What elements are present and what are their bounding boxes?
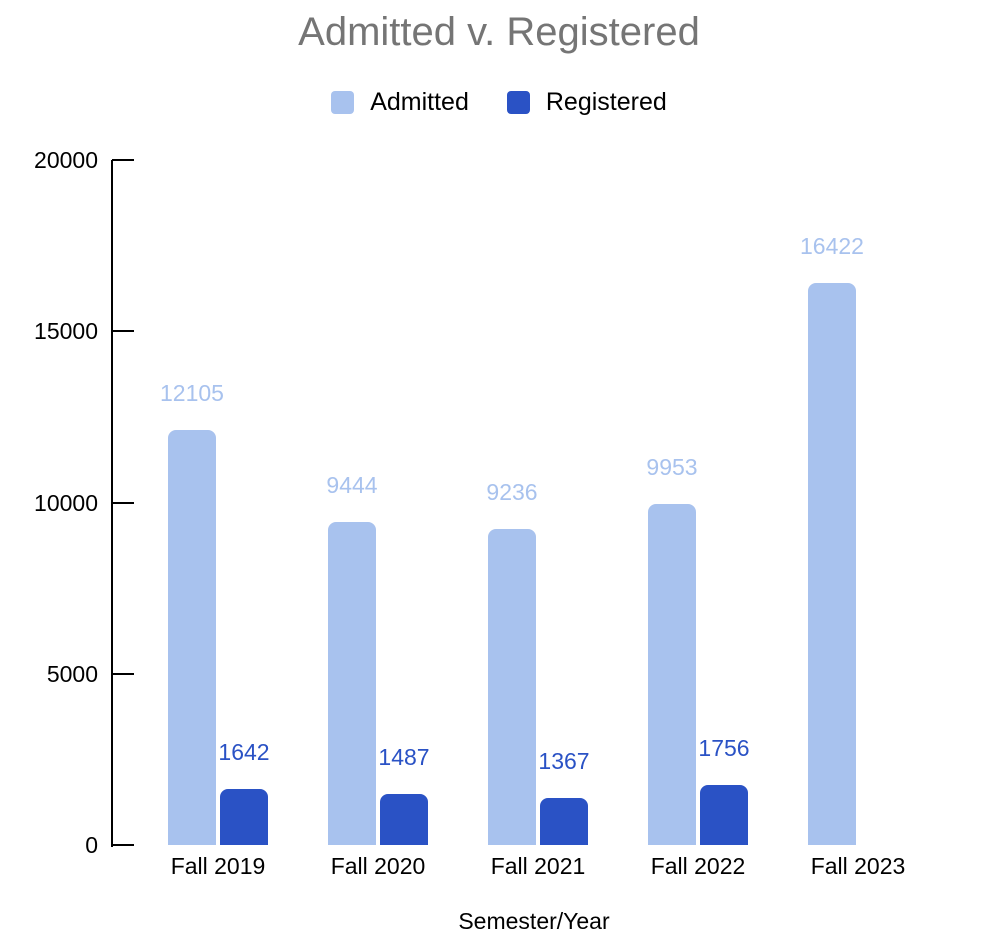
y-axis-tick <box>112 501 134 504</box>
admitted-value-label: 9236 <box>486 478 538 505</box>
y-tick-label: 5000 <box>46 660 98 687</box>
admitted-bar <box>488 528 536 845</box>
admitted-value-label: 12105 <box>160 380 224 407</box>
admitted-value-label: 9444 <box>326 471 378 498</box>
registered-bar <box>380 794 428 845</box>
admitted-value-label: 16422 <box>800 232 864 259</box>
category-label: Fall 2021 <box>490 853 586 879</box>
category-label: Fall 2022 <box>650 853 746 879</box>
category-label: Fall 2023 <box>810 853 906 879</box>
admitted-swatch <box>331 90 355 114</box>
chart-title: Admitted v. Registered <box>298 10 700 54</box>
y-axis-tick <box>112 672 134 675</box>
registered-bar <box>540 798 588 845</box>
y-tick-label: 10000 <box>34 489 98 516</box>
registered-bar <box>700 784 748 845</box>
category-label: Fall 2020 <box>330 853 426 879</box>
y-tick-label: 15000 <box>34 318 98 345</box>
admitted-value-label: 9953 <box>646 454 698 481</box>
admitted-bar <box>168 430 216 845</box>
y-axis-tick <box>112 844 134 846</box>
registered-value-label: 1367 <box>538 748 590 775</box>
y-axis-line <box>111 160 113 847</box>
admitted-bar <box>808 282 856 845</box>
admitted-bar <box>328 521 376 845</box>
category-label: Fall 2019 <box>170 853 266 879</box>
y-axis-tick <box>112 330 134 333</box>
legend-item-registered: Registered <box>506 87 667 117</box>
y-tick-label: 20000 <box>34 147 98 173</box>
legend-item-admitted: Admitted <box>331 88 469 117</box>
registered-value-label: 1487 <box>378 744 430 771</box>
legend-label-registered: Registered <box>545 87 667 116</box>
legend: Admitted Registered <box>0 86 998 118</box>
y-tick-label: 0 <box>85 832 98 858</box>
registered-bar <box>220 788 268 845</box>
registered-value-label: 1756 <box>698 734 750 761</box>
y-axis-tick <box>112 159 134 161</box>
legend-label-admitted: Admitted <box>370 87 469 116</box>
registered-value-label: 1642 <box>218 738 270 765</box>
registered-swatch <box>506 90 530 114</box>
x-axis-title: Semester/Year <box>458 908 610 934</box>
admitted-bar <box>648 504 696 845</box>
